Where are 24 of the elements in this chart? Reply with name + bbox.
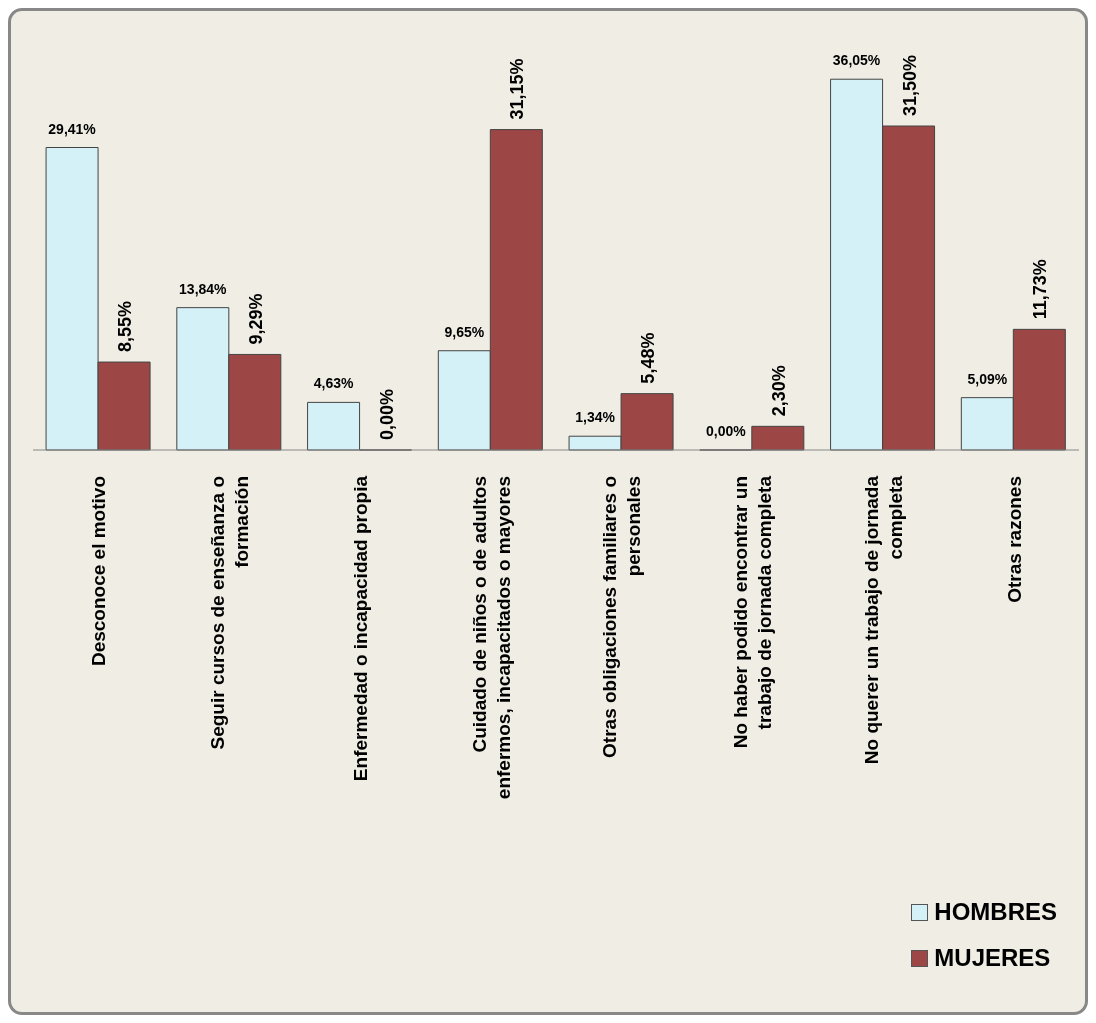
data-label: 36,05%: [832, 52, 881, 69]
x-tick-label: Desconoce el motivo: [88, 476, 110, 667]
x-tick-label: No querer un trabajo de jornada completa: [860, 475, 906, 765]
data-label: 31,15%: [507, 58, 528, 120]
data-label: 1,34%: [575, 409, 616, 426]
data-label: 2,30%: [768, 365, 789, 417]
data-label: 8,55%: [115, 301, 136, 353]
data-label: 0,00%: [705, 422, 747, 439]
data-label: 11,73%: [1030, 259, 1051, 320]
data-label: 9,65%: [444, 323, 485, 340]
data-label: 5,09%: [967, 370, 1008, 387]
data-label: 31,50%: [899, 54, 920, 116]
data-label: 0,00%: [376, 388, 397, 440]
x-tick-label: Enfermedad o incapacidad propia: [349, 475, 371, 782]
legend-label: HOMBRES: [934, 898, 1057, 926]
x-tick-label: Otras razones: [1003, 476, 1025, 603]
data-label: 4,63%: [313, 375, 354, 392]
data-label: 29,41%: [48, 120, 97, 137]
x-tick-label: Seguir cursos de enseñanza o formación: [207, 476, 253, 750]
data-label: 13,84%: [179, 280, 228, 297]
legend-label: MUJERES: [934, 944, 1051, 972]
data-label: 9,29%: [245, 293, 266, 345]
data-label: 5,48%: [638, 332, 659, 384]
x-tick-label: Otras obligaciones familiares o personales: [599, 476, 645, 758]
